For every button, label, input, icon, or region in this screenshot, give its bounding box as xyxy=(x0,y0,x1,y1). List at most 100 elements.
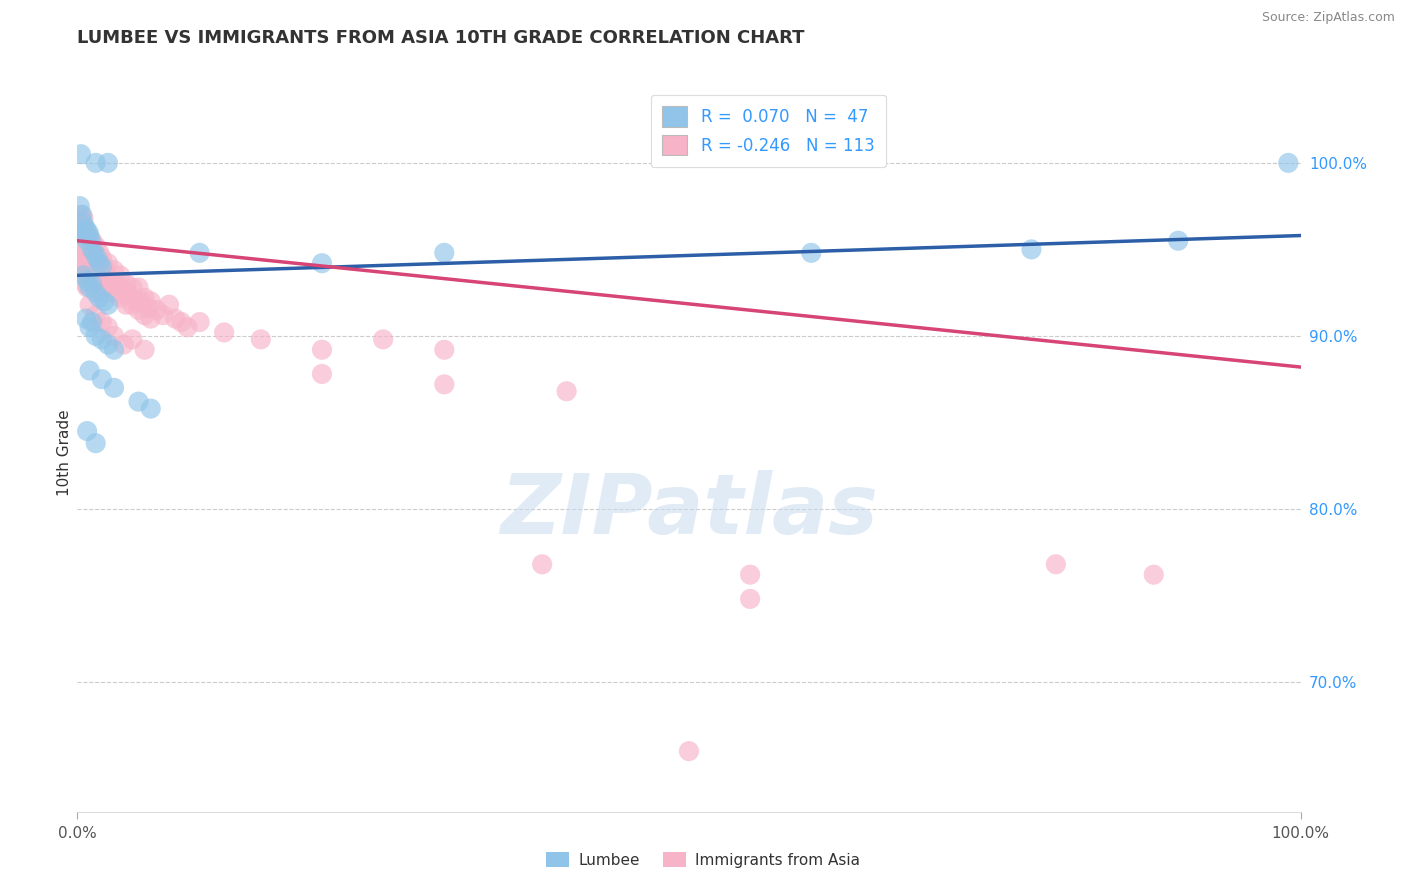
Point xyxy=(79,273,101,287)
Point xyxy=(433,377,456,392)
Point xyxy=(1143,567,1166,582)
Point xyxy=(90,251,112,265)
Point xyxy=(134,291,156,305)
Point xyxy=(139,311,162,326)
Point xyxy=(87,263,110,277)
Point xyxy=(146,302,169,317)
Point xyxy=(79,280,101,294)
Point xyxy=(212,326,235,340)
Point xyxy=(70,245,93,260)
Point xyxy=(84,329,107,343)
Point xyxy=(73,228,96,243)
Point xyxy=(125,294,148,309)
Point xyxy=(371,332,394,346)
Point xyxy=(83,260,105,274)
Point xyxy=(90,285,112,300)
Point xyxy=(86,256,108,270)
Point xyxy=(93,294,115,309)
Point xyxy=(76,280,98,294)
Point xyxy=(1045,558,1067,572)
Point xyxy=(77,251,100,265)
Point xyxy=(127,280,149,294)
Point xyxy=(79,239,101,253)
Point xyxy=(79,298,101,312)
Point xyxy=(118,287,141,301)
Point xyxy=(112,287,135,301)
Point xyxy=(108,268,131,283)
Point xyxy=(678,744,700,758)
Point xyxy=(115,277,138,291)
Point xyxy=(103,329,125,343)
Point xyxy=(80,260,103,274)
Point xyxy=(76,424,98,438)
Point xyxy=(84,156,107,170)
Point xyxy=(84,239,107,253)
Point xyxy=(103,285,125,300)
Point xyxy=(311,367,333,381)
Point xyxy=(70,225,93,239)
Point xyxy=(188,315,211,329)
Point xyxy=(96,268,118,283)
Point xyxy=(72,211,94,226)
Point xyxy=(107,280,129,294)
Point xyxy=(76,228,98,243)
Point xyxy=(76,234,98,248)
Point xyxy=(89,245,111,260)
Legend: Lumbee, Immigrants from Asia: Lumbee, Immigrants from Asia xyxy=(540,846,866,873)
Point xyxy=(531,558,554,572)
Point xyxy=(112,337,135,351)
Point xyxy=(89,291,111,305)
Point xyxy=(70,228,93,243)
Point xyxy=(70,256,93,270)
Point xyxy=(121,298,143,312)
Point xyxy=(555,384,578,399)
Text: ZIPatlas: ZIPatlas xyxy=(501,469,877,550)
Point xyxy=(70,221,93,235)
Point xyxy=(72,216,94,230)
Point xyxy=(90,268,112,283)
Point xyxy=(1021,243,1043,257)
Point xyxy=(76,273,98,287)
Point xyxy=(73,260,96,274)
Point xyxy=(72,263,94,277)
Point xyxy=(80,277,103,291)
Point xyxy=(69,211,91,226)
Point xyxy=(77,268,100,283)
Point xyxy=(73,239,96,253)
Point xyxy=(121,280,143,294)
Point xyxy=(103,263,125,277)
Point xyxy=(800,245,823,260)
Point xyxy=(80,315,103,329)
Point xyxy=(103,381,125,395)
Point xyxy=(108,291,131,305)
Point xyxy=(75,243,97,257)
Point xyxy=(250,332,273,346)
Point xyxy=(170,315,193,329)
Point xyxy=(84,277,107,291)
Point xyxy=(97,256,120,270)
Point xyxy=(80,243,103,257)
Point xyxy=(127,394,149,409)
Point xyxy=(77,234,100,248)
Point xyxy=(84,436,107,450)
Point xyxy=(77,225,100,239)
Point xyxy=(89,268,111,283)
Point xyxy=(97,277,120,291)
Point xyxy=(93,260,115,274)
Point xyxy=(740,567,762,582)
Point xyxy=(90,332,112,346)
Point xyxy=(79,363,101,377)
Point xyxy=(80,245,103,260)
Point xyxy=(188,245,211,260)
Y-axis label: 10th Grade: 10th Grade xyxy=(56,409,72,496)
Point xyxy=(134,308,156,322)
Point xyxy=(165,311,187,326)
Point xyxy=(70,208,93,222)
Point xyxy=(73,221,96,235)
Point xyxy=(86,251,108,265)
Point xyxy=(79,256,101,270)
Point xyxy=(139,401,162,416)
Point xyxy=(157,298,180,312)
Point xyxy=(72,245,94,260)
Point xyxy=(90,260,112,274)
